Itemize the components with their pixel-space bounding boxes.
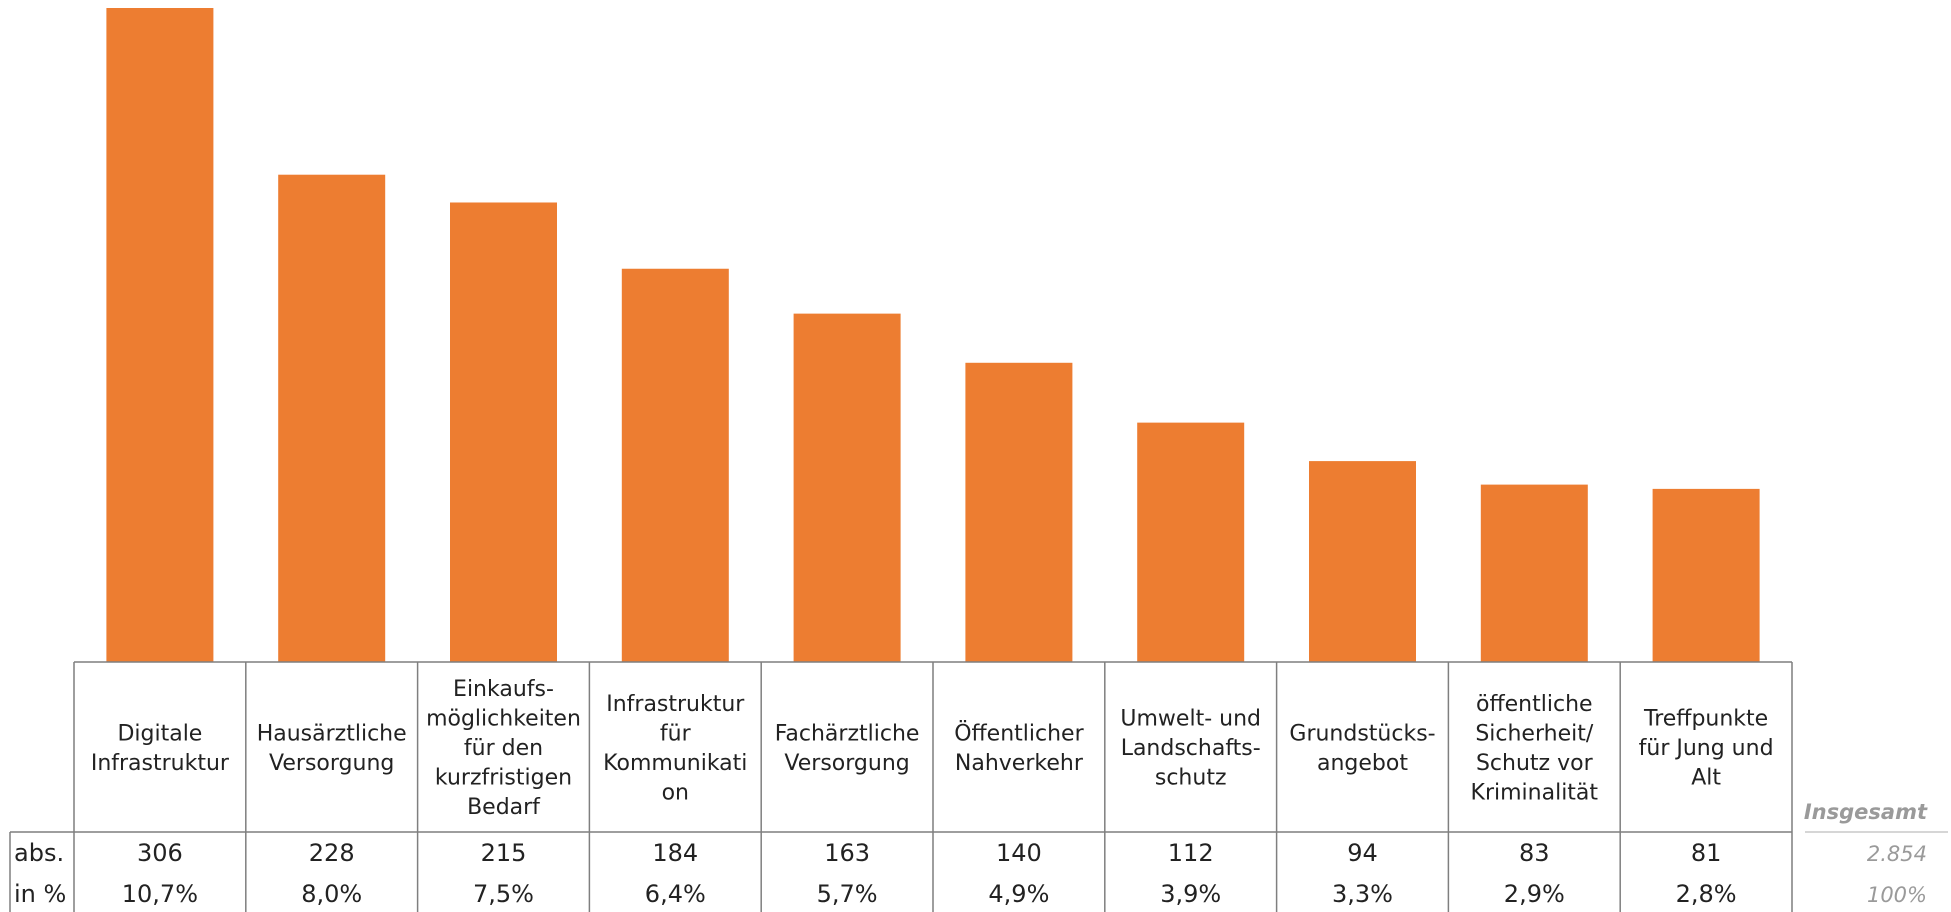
bar (106, 8, 214, 662)
abs-value: 228 (309, 839, 355, 867)
bar (621, 268, 729, 662)
category-label: Einkaufs-möglichkeiten für den kurzfristig… (426, 677, 581, 820)
bar (793, 313, 901, 662)
bar (1309, 461, 1416, 662)
pct-value: 8,0% (301, 880, 362, 908)
category-label: Umwelt- und Landschafts-schutz (1120, 707, 1261, 791)
abs-value: 184 (652, 839, 698, 867)
pct-value: 6,4% (645, 880, 706, 908)
bar (965, 362, 1073, 662)
abs-value: 81 (1691, 839, 1722, 867)
pct-value: 3,3% (1332, 880, 1393, 908)
category-label: Öffentlicher Nahverkehr (954, 720, 1084, 776)
category-label: Grundstücks-angebot (1289, 721, 1435, 776)
category-label: öffentliche Sicherheit/Schutz vor Kriminal… (1471, 692, 1599, 806)
pct-value: 7,5% (473, 880, 534, 908)
pct-value: 3,9% (1160, 880, 1221, 908)
abs-value: 83 (1519, 839, 1550, 867)
total-abs: 2.854 (1867, 842, 1927, 866)
abs-value: 163 (824, 839, 870, 867)
bar (1137, 422, 1245, 662)
category-label: Treffpunkte für Jung und Alt (1639, 707, 1774, 791)
bar (450, 202, 557, 663)
total-pct: 100% (1867, 883, 1927, 907)
pct-value: 10,7% (122, 880, 198, 908)
abs-value: 306 (137, 839, 183, 867)
row-label-pct: in % (14, 880, 66, 908)
abs-value: 94 (1347, 839, 1378, 867)
total-header: Insgesamt (1804, 800, 1928, 824)
row-label-abs: abs. (14, 839, 64, 867)
pct-value: 2,8% (1676, 880, 1737, 908)
category-label: Fachärztliche Versorgung (775, 721, 920, 776)
bar (278, 174, 386, 663)
category-label: Hausärztliche Versorgung (257, 721, 407, 776)
pct-value: 5,7% (817, 880, 878, 908)
pct-value: 4,9% (988, 880, 1049, 908)
bar (1480, 484, 1588, 662)
abs-value: 140 (996, 839, 1042, 867)
category-label: Infrastruktur für Kommunikati on (603, 692, 747, 806)
pct-value: 2,9% (1504, 880, 1565, 908)
abs-value: 215 (481, 839, 527, 867)
bar (1652, 488, 1760, 662)
abs-value: 112 (1168, 839, 1214, 867)
category-label: Digitale Infrastruktur (91, 721, 230, 776)
